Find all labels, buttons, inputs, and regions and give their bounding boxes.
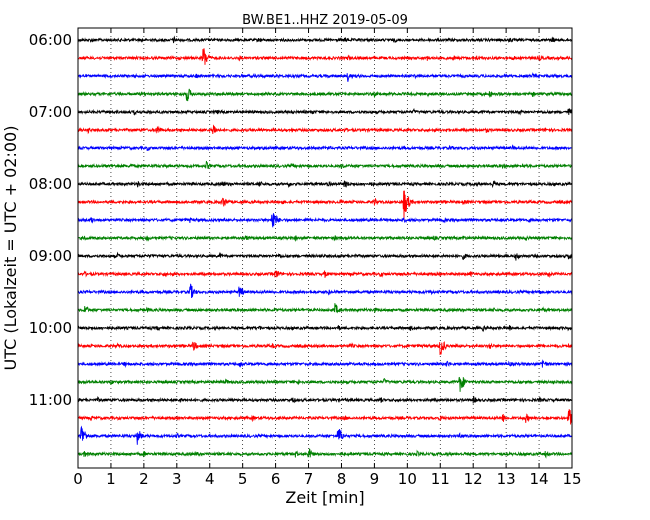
trace-line bbox=[77, 283, 573, 299]
trace-line bbox=[77, 409, 573, 425]
x-tick-label: 3 bbox=[172, 470, 182, 488]
trace-07:15 bbox=[77, 124, 573, 135]
trace-11:15 bbox=[77, 409, 573, 425]
trace-08:30 bbox=[77, 213, 573, 228]
trace-line bbox=[77, 213, 573, 228]
trace-line bbox=[77, 359, 573, 368]
y-tick-label: 08:00 bbox=[29, 175, 72, 193]
trace-line bbox=[77, 341, 573, 356]
trace-line bbox=[77, 144, 573, 152]
seismogram-traces bbox=[77, 35, 573, 459]
y-axis-ticks: 06:00 07:00 08:00 09:00 10:00 11:00 bbox=[29, 31, 572, 409]
trace-08:45 bbox=[77, 235, 573, 242]
x-tick-label: 6 bbox=[271, 470, 281, 488]
trace-line bbox=[77, 190, 573, 220]
trace-line bbox=[77, 160, 573, 170]
trace-07:30 bbox=[77, 144, 573, 152]
x-tick-label: 15 bbox=[562, 470, 581, 488]
trace-08:15 bbox=[77, 190, 573, 220]
trace-line bbox=[77, 88, 573, 102]
trace-10:30 bbox=[77, 359, 573, 368]
x-tick-label: 0 bbox=[73, 470, 83, 488]
x-tick-label: 1 bbox=[106, 470, 116, 488]
trace-09:00 bbox=[77, 251, 573, 261]
trace-line bbox=[77, 180, 573, 189]
x-tick-label: 11 bbox=[431, 470, 450, 488]
trace-line bbox=[77, 425, 573, 445]
trace-09:30 bbox=[77, 283, 573, 299]
y-tick-label: 07:00 bbox=[29, 103, 72, 121]
plot-frame bbox=[77, 27, 573, 469]
x-axis-ticks: 0 1 2 3 4 5 6 7 8 9 10 11 12 13 14 15 bbox=[73, 28, 582, 488]
x-tick-label: 2 bbox=[139, 470, 149, 488]
trace-06:45 bbox=[77, 88, 573, 102]
trace-10:15 bbox=[77, 341, 573, 356]
trace-11:30 bbox=[77, 425, 573, 445]
x-tick-label: 14 bbox=[530, 470, 549, 488]
trace-line bbox=[77, 325, 573, 333]
trace-line bbox=[77, 270, 573, 278]
y-tick-label: 11:00 bbox=[29, 391, 72, 409]
trace-line bbox=[77, 124, 573, 135]
trace-line bbox=[77, 35, 572, 44]
x-tick-label: 8 bbox=[337, 470, 347, 488]
trace-10:00 bbox=[77, 325, 573, 333]
y-tick-label: 06:00 bbox=[29, 31, 72, 49]
trace-06:30 bbox=[77, 72, 573, 82]
trace-06:00 bbox=[77, 35, 572, 44]
trace-09:15 bbox=[77, 270, 573, 278]
trace-09:45 bbox=[77, 303, 573, 314]
trace-07:45 bbox=[77, 160, 573, 170]
trace-line bbox=[77, 251, 573, 261]
trace-line bbox=[77, 72, 573, 82]
y-tick-label: 10:00 bbox=[29, 319, 72, 337]
trace-line bbox=[77, 107, 573, 116]
trace-line bbox=[77, 376, 573, 392]
chart-title: BW.BE1..HHZ 2019-05-09 bbox=[242, 13, 408, 28]
trace-07:00 bbox=[77, 107, 573, 116]
x-tick-label: 7 bbox=[304, 470, 314, 488]
x-tick-label: 5 bbox=[238, 470, 248, 488]
y-axis-label: UTC (Lokalzeit = UTC + 02:00) bbox=[1, 126, 20, 371]
x-tick-label: 13 bbox=[497, 470, 516, 488]
vertical-gridlines bbox=[110, 28, 540, 468]
trace-11:00 bbox=[77, 395, 573, 404]
x-tick-label: 12 bbox=[464, 470, 483, 488]
trace-line bbox=[77, 235, 573, 242]
x-tick-label: 9 bbox=[370, 470, 380, 488]
trace-line bbox=[77, 303, 573, 314]
y-tick-label: 09:00 bbox=[29, 247, 72, 265]
trace-06:15 bbox=[77, 48, 573, 65]
x-tick-label: 4 bbox=[205, 470, 215, 488]
trace-10:45 bbox=[77, 376, 573, 392]
x-tick-label: 10 bbox=[398, 470, 417, 488]
trace-11:45 bbox=[77, 448, 573, 459]
trace-line bbox=[77, 395, 573, 404]
x-axis-label: Zeit [min] bbox=[285, 488, 364, 507]
trace-08:00 bbox=[77, 180, 573, 189]
trace-line bbox=[77, 48, 573, 65]
trace-line bbox=[77, 448, 573, 459]
